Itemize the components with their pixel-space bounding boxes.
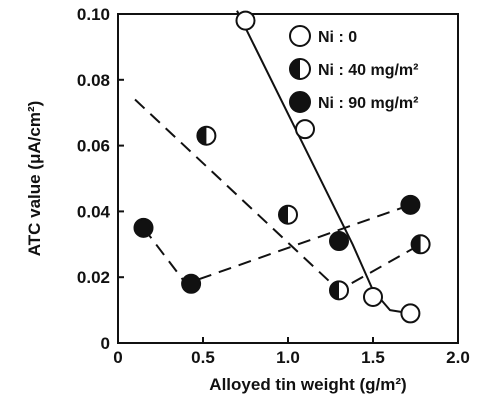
marker-half-fill <box>330 281 339 300</box>
x-tick-label: 2.0 <box>446 348 470 367</box>
marker-filled <box>289 91 311 113</box>
y-tick-label: 0 <box>101 334 110 353</box>
legend-label-series-1: Ni : 0 <box>318 29 357 46</box>
marker-filled <box>181 273 202 294</box>
marker-filled <box>133 217 154 238</box>
data-point-series-2 <box>278 204 298 225</box>
x-tick-label: 0 <box>113 348 122 367</box>
fit-line-series-1 <box>236 10 411 315</box>
x-tick-label: 1.0 <box>276 348 300 367</box>
y-axis-label: ATC value (μA/cm²) <box>25 101 44 257</box>
y-tick-label: 0.02 <box>77 268 110 287</box>
data-point-series-1 <box>295 119 315 140</box>
data-point-series-2 <box>329 280 349 301</box>
data-point-series-1 <box>235 10 256 31</box>
y-tick-label: 0.08 <box>77 71 110 90</box>
data-point-series-3 <box>181 273 202 294</box>
legend-label-series-3: Ni : 90 mg/m² <box>318 95 418 112</box>
legend-label-series-2: Ni : 40 mg/m² <box>318 62 418 79</box>
marker-filled <box>329 231 349 252</box>
legend: Ni : 0 Ni : 40 mg/m² Ni : 90 mg/m² <box>289 25 418 113</box>
y-tick-label: 0.10 <box>77 5 110 24</box>
legend-marker-series-3 <box>289 91 311 113</box>
marker-half-fill <box>197 126 207 145</box>
data-points <box>133 10 431 324</box>
data-point-series-2 <box>196 125 217 146</box>
legend-marker-series-2 <box>289 58 311 80</box>
data-point-series-1 <box>363 286 383 307</box>
fit-lines <box>134 10 422 315</box>
axes: 0 0.5 1.0 1.5 2.0 0 0.02 0.04 0.06 0.08 0.10 <box>77 5 470 367</box>
marker-open <box>235 10 256 31</box>
marker-open <box>295 119 315 140</box>
data-point-series-3 <box>400 194 421 215</box>
marker-half-fill <box>279 205 288 224</box>
x-axis-label: Alloyed tin weight (g/m²) <box>209 375 406 394</box>
marker-filled <box>400 194 421 215</box>
y-tick-label: 0.04 <box>77 202 111 221</box>
data-point-series-3 <box>329 231 349 252</box>
data-point-series-3 <box>133 217 154 238</box>
x-tick-label: 0.5 <box>191 348 215 367</box>
y-tick-label: 0.06 <box>77 137 110 156</box>
x-tick-label: 1.5 <box>361 348 385 367</box>
data-point-series-2 <box>410 234 431 255</box>
marker-open <box>363 286 383 307</box>
fit-line-series-2 <box>134 98 422 292</box>
marker-half-fill <box>290 59 300 79</box>
data-point-series-1 <box>400 303 421 324</box>
legend-marker-series-1 <box>289 25 311 47</box>
marker-half-fill <box>411 235 421 254</box>
marker-open <box>289 25 311 47</box>
marker-open <box>400 303 421 324</box>
